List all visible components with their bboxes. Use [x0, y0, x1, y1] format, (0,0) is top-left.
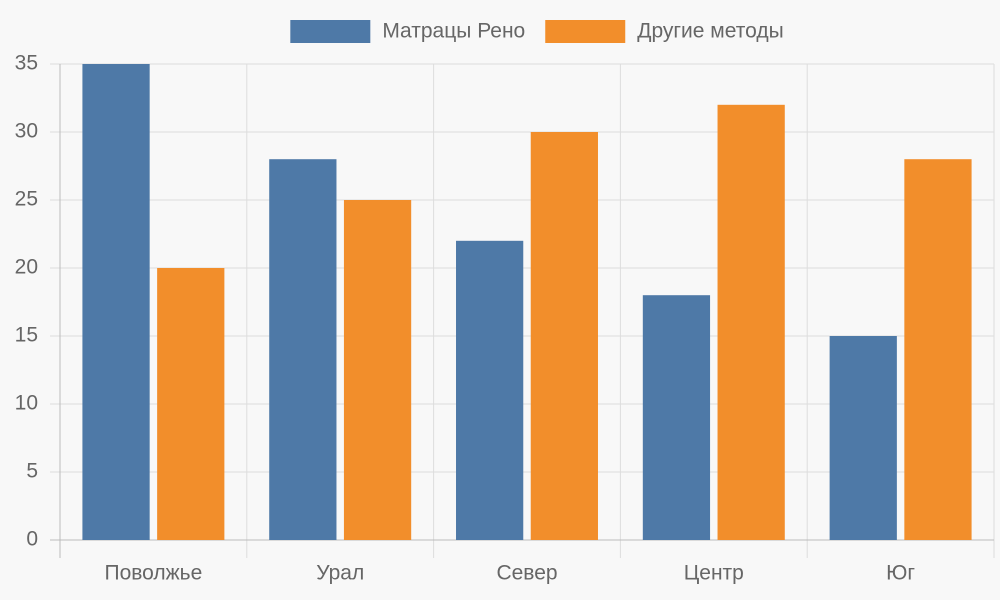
y-tick-label: 30: [15, 120, 38, 143]
y-tick-label: 0: [26, 528, 38, 551]
y-tick-label: 35: [15, 52, 38, 75]
bar: [456, 240, 524, 541]
bar: [530, 132, 598, 540]
bar: [642, 295, 711, 540]
x-tick-label: Центр: [684, 562, 744, 585]
y-tick-label: 15: [15, 324, 38, 347]
y-tick-label: 20: [15, 256, 38, 279]
legend-swatch: [290, 20, 371, 43]
x-tick-label: Поволжье: [104, 562, 202, 585]
bar: [717, 104, 785, 541]
x-tick-label: Урал: [316, 562, 364, 585]
y-tick-label: 5: [26, 460, 38, 483]
x-tick-label: Юг: [886, 562, 915, 585]
bar: [343, 200, 412, 540]
bar: [82, 64, 150, 540]
y-tick-label: 25: [15, 188, 38, 211]
bar: [904, 159, 972, 540]
legend-label: Другие методы: [637, 20, 783, 43]
y-tick-label: 10: [15, 392, 38, 415]
legend-item[interactable]: Матрацы Рено: [290, 20, 525, 43]
bar: [829, 336, 897, 540]
bar: [157, 268, 225, 540]
legend-swatch: [545, 20, 626, 43]
legend-item[interactable]: Другие методы: [545, 20, 784, 43]
x-tick-label: Север: [496, 562, 557, 585]
bar: [269, 159, 337, 540]
legend-label: Матрацы Рено: [382, 20, 525, 43]
